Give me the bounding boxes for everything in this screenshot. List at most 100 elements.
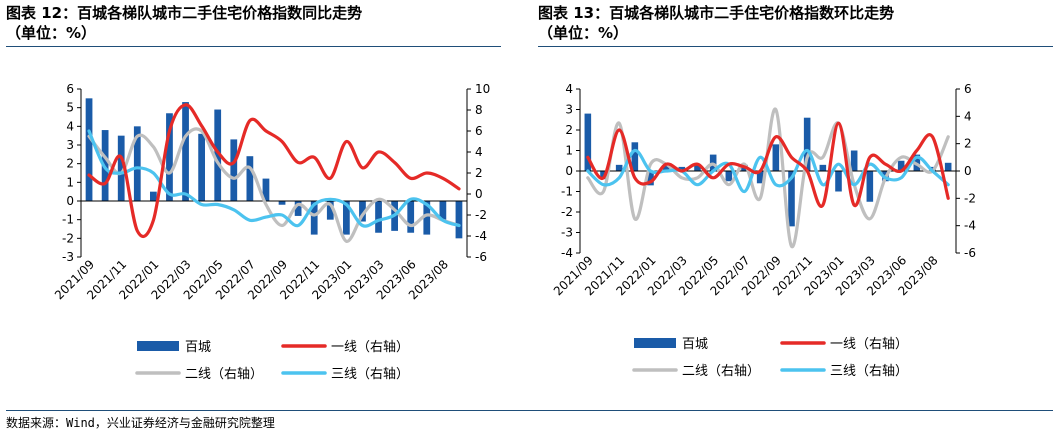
right-chart-bar xyxy=(678,166,686,171)
left-chart-y-tick-label-left: 5 xyxy=(66,101,74,115)
left-chart-y-tick-label-right: -6 xyxy=(475,250,487,264)
left-chart-y-tick-label-left: 1 xyxy=(66,175,74,189)
left-chart-bar xyxy=(166,113,173,201)
chart-title-right: 图表 13：百城各梯队城市二手住宅价格指数环比走势 （单位：%） xyxy=(538,3,894,43)
left-chart-bar xyxy=(246,156,254,201)
right-chart-bar xyxy=(819,164,827,171)
right-chart-y-tick-label-left: -1 xyxy=(561,185,573,199)
chart-title-left-line1: 图表 12：百城各梯队城市二手住宅价格指数同比走势 xyxy=(6,4,363,22)
left-chart-bar xyxy=(198,133,206,201)
right-chart-line-tier1 xyxy=(586,121,950,208)
left-chart-bar xyxy=(359,201,366,222)
right-chart-line-tier2 xyxy=(586,107,950,248)
chart-left: -3-2-10123456-6-4-202468102021/092021/11… xyxy=(52,82,490,382)
left-chart-y-tick-label-left: 0 xyxy=(66,194,74,208)
right-chart-bar xyxy=(584,113,592,171)
right-chart-bar xyxy=(647,171,654,186)
right-chart-bar xyxy=(694,164,701,171)
right-chart-legend-label: 三线（右轴） xyxy=(830,364,908,379)
right-chart-y-tick-label-right: 2 xyxy=(964,137,972,151)
left-chart-bar xyxy=(294,201,302,216)
footer-rule xyxy=(6,410,1053,411)
right-chart-y-tick-label-left: -3 xyxy=(561,226,573,240)
chart-title-left: 图表 12：百城各梯队城市二手住宅价格指数同比走势 （单位：%） xyxy=(6,3,362,43)
left-chart-bar xyxy=(262,178,270,201)
left-chart-line-tier3 xyxy=(87,129,461,228)
chart-title-left-line2: （单位：%） xyxy=(6,24,97,42)
right-chart-y-tick-label-left: -2 xyxy=(561,205,573,219)
right-chart-bar xyxy=(835,171,842,192)
right-chart-y-tick-label-right: -2 xyxy=(964,191,976,205)
left-chart-y-tick-label-left: -3 xyxy=(62,250,74,264)
source-note: 数据来源：Wind，兴业证券经济与金融研究院整理 xyxy=(6,416,275,430)
left-chart-y-tick-label-right: -2 xyxy=(475,208,487,222)
left-chart-bar xyxy=(230,139,238,201)
right-chart-line-tier3 xyxy=(586,148,950,194)
left-chart-bar xyxy=(407,201,415,233)
left-chart-y-tick-label-right: 4 xyxy=(475,145,483,159)
right-chart-legend-label: 二线（右轴） xyxy=(682,364,760,379)
right-chart-bar xyxy=(788,171,795,227)
left-chart-legend-label: 百城 xyxy=(185,340,211,355)
right-chart-y-tick-label-left: 1 xyxy=(565,144,573,158)
right-chart-bar xyxy=(756,171,764,184)
left-chart-bar xyxy=(278,201,286,205)
right-chart-bar xyxy=(803,117,811,171)
left-chart-legend-swatch-bar xyxy=(137,341,179,351)
right-chart-bar xyxy=(631,142,639,171)
left-chart-y-tick-label-left: -1 xyxy=(62,213,74,227)
left-chart-bar xyxy=(439,201,447,220)
right-chart-y-tick-label-left: 3 xyxy=(565,103,573,117)
left-chart-y-tick-label-right: 8 xyxy=(475,103,483,117)
left-chart-line-tier1 xyxy=(87,103,461,239)
right-chart-y-tick-label-right: -6 xyxy=(964,246,976,260)
right-chart-bar xyxy=(615,164,623,171)
left-chart-y-tick-label-left: 6 xyxy=(66,82,74,96)
right-chart-y-tick-label-left: -4 xyxy=(561,246,573,260)
right-chart-bar xyxy=(772,144,780,171)
right-chart-bar xyxy=(850,150,858,171)
left-chart-bar xyxy=(85,98,93,201)
right-chart-bar xyxy=(725,171,733,182)
left-chart-y-tick-label-right: 2 xyxy=(475,166,483,180)
left-chart-y-tick-label-right: -4 xyxy=(475,229,487,243)
right-chart-bar xyxy=(866,171,874,202)
left-chart-bar xyxy=(342,201,350,235)
left-chart-legend-label: 一线（右轴） xyxy=(331,340,409,355)
left-chart-bar xyxy=(149,191,157,201)
left-chart-bar xyxy=(117,135,125,201)
right-chart-y-tick-label-left: 0 xyxy=(565,164,573,178)
left-chart-bar xyxy=(310,201,318,235)
right-chart-legend-label: 百城 xyxy=(682,337,708,352)
right-chart-y-tick-label-right: -4 xyxy=(964,219,976,233)
left-chart-bar xyxy=(326,201,334,220)
right-chart-legend-swatch-bar xyxy=(634,338,676,348)
left-chart-bar xyxy=(182,102,189,201)
left-chart-y-tick-label-left: -2 xyxy=(62,231,74,245)
title-rule-right xyxy=(538,46,1053,47)
right-chart-bar xyxy=(897,160,905,171)
right-chart-y-tick-label-left: 2 xyxy=(565,123,573,137)
left-chart-y-tick-label-right: 6 xyxy=(475,124,483,138)
left-chart-y-tick-label-left: 2 xyxy=(66,157,74,171)
left-chart-legend-label: 二线（右轴） xyxy=(185,367,263,382)
left-chart-line-tier2 xyxy=(87,127,461,243)
chart-title-right-line2: （单位：%） xyxy=(538,24,629,42)
chart-title-right-line1: 图表 13：百城各梯队城市二手住宅价格指数环比走势 xyxy=(538,4,895,22)
left-chart-y-tick-label-left: 3 xyxy=(66,138,74,152)
left-chart-y-tick-label-right: 10 xyxy=(475,82,490,96)
right-chart-bar xyxy=(944,162,952,171)
right-chart-legend-label: 一线（右轴） xyxy=(830,337,908,352)
left-chart-y-tick-label-left: 4 xyxy=(66,119,74,133)
left-chart-bar xyxy=(423,201,431,235)
left-chart-bar xyxy=(133,126,141,201)
title-rule-left xyxy=(6,46,501,47)
left-chart-bar xyxy=(214,109,222,201)
chart-right: -4-3-2-101234-6-4-202462021/092021/11202… xyxy=(551,82,976,379)
right-chart-y-tick-label-right: 0 xyxy=(964,164,972,178)
left-chart-y-tick-label-right: 0 xyxy=(475,187,483,201)
left-chart-bar xyxy=(455,201,463,239)
right-chart-y-tick-label-right: 6 xyxy=(964,82,972,96)
left-chart-bar xyxy=(375,201,382,233)
right-chart-bar xyxy=(662,164,670,171)
